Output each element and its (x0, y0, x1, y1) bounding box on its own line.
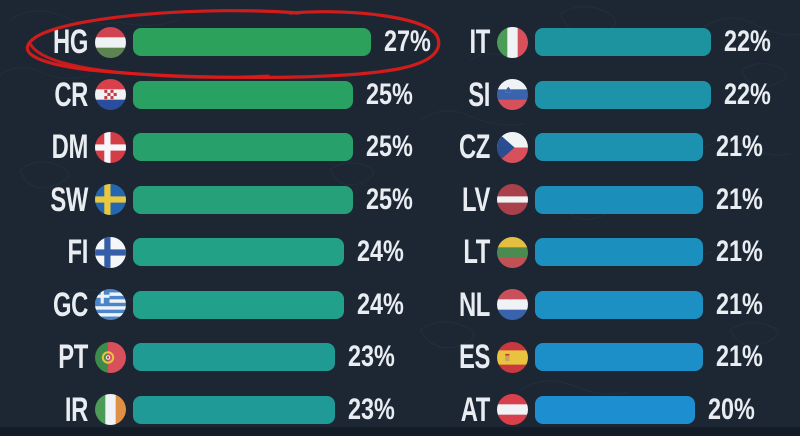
value-label: 21% (716, 287, 763, 321)
flag-ireland-icon (95, 394, 126, 426)
flag-czechia-icon (497, 131, 528, 163)
bar-column-left: HG 27% CR 25% DM 25% SW 25% FI 24% GC 24… (0, 16, 440, 436)
value-label: 20% (708, 392, 755, 426)
value-label: 21% (716, 235, 763, 269)
country-row-lv: LV 21% (440, 174, 800, 227)
value-label: 23% (348, 392, 395, 426)
country-row-fi: FI 24% (0, 226, 440, 279)
country-row-si: SI 22% (440, 69, 800, 122)
value-bar (535, 28, 711, 57)
country-code-label: NL (458, 285, 490, 324)
value-label: 21% (716, 130, 763, 164)
country-row-at: AT 20% (440, 384, 800, 436)
country-code-label: SI (468, 75, 490, 114)
value-bar (535, 238, 703, 267)
country-row-cr: CR 25% (0, 69, 440, 122)
flag-denmark-icon (95, 131, 126, 163)
country-code-label: CR (54, 75, 88, 114)
value-bar (535, 185, 703, 214)
country-code-label: PT (58, 338, 88, 377)
country-row-it: IT 22% (440, 16, 800, 69)
value-bar (133, 238, 344, 267)
country-row-nl: NL 21% (440, 279, 800, 332)
value-label: 22% (724, 25, 771, 59)
bottom-shade (0, 427, 800, 436)
country-code-label: CZ (458, 128, 490, 167)
country-row-sw: SW 25% (0, 174, 440, 227)
flag-latvia-icon (497, 184, 528, 216)
value-label: 23% (348, 340, 395, 374)
value-label: 24% (357, 235, 404, 269)
country-row-gc: GC 24% (0, 279, 440, 332)
value-bar (133, 290, 344, 319)
value-label: 24% (357, 287, 404, 321)
value-label: 27% (384, 25, 431, 59)
value-bar (133, 343, 335, 372)
value-bar (535, 133, 703, 162)
country-code-label: IR (64, 390, 88, 429)
country-row-dm: DM 25% (0, 121, 440, 174)
value-bar (535, 290, 703, 319)
country-row-es: ES 21% (440, 331, 800, 384)
value-label: 21% (716, 340, 763, 374)
value-bar (133, 185, 353, 214)
country-code-label: HG (53, 23, 88, 62)
value-label: 25% (366, 130, 413, 164)
flag-italy-icon (497, 26, 528, 58)
value-label: 22% (724, 77, 771, 111)
value-bar (133, 80, 353, 109)
value-bar (535, 343, 703, 372)
value-bar (535, 80, 711, 109)
flag-portugal-icon (95, 341, 126, 373)
country-row-ir: IR 23% (0, 384, 440, 436)
value-bar (133, 133, 353, 162)
value-bar (535, 395, 695, 424)
value-label: 25% (366, 182, 413, 216)
country-code-label: GC (53, 285, 88, 324)
flag-netherlands-icon (497, 289, 528, 321)
country-row-lt: LT 21% (440, 226, 800, 279)
flag-croatia-icon (95, 79, 126, 111)
flag-lithuania-icon (497, 236, 528, 268)
country-row-pt: PT 23% (0, 331, 440, 384)
value-label: 25% (366, 77, 413, 111)
country-code-label: IT (469, 23, 491, 62)
flag-austria-icon (497, 394, 528, 426)
country-code-label: LT (463, 233, 490, 272)
value-bar (133, 28, 371, 57)
country-code-label: DM (51, 128, 89, 167)
flag-slovenia-icon (497, 79, 528, 111)
country-code-label: ES (458, 338, 490, 377)
flag-greece-icon (95, 289, 126, 321)
bar-column-right: IT 22% SI 22% CZ 21% LV 21% LT 21% NL 21… (440, 0, 800, 436)
flag-hungary-icon (95, 26, 126, 58)
country-row-hg: HG 27% (0, 16, 440, 69)
country-code-label: FI (67, 233, 89, 272)
flag-spain-icon (497, 341, 528, 373)
value-bar (133, 395, 335, 424)
country-code-label: SW (50, 180, 88, 219)
flag-finland-icon (95, 236, 126, 268)
country-row-cz: CZ 21% (440, 121, 800, 174)
flag-sweden-icon (95, 184, 126, 216)
country-code-label: LV (462, 180, 490, 219)
value-label: 21% (716, 182, 763, 216)
country-code-label: AT (460, 390, 491, 429)
